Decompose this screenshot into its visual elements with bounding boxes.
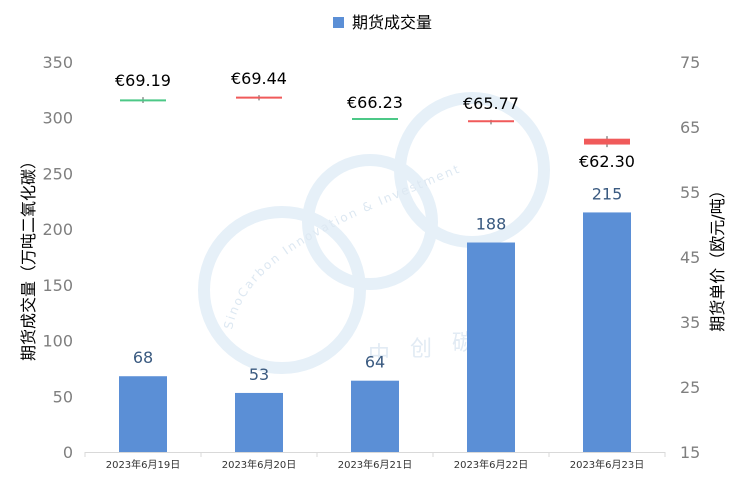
x-axis-tick-label: 2023年6月21日 [338, 458, 413, 471]
y-axis-tick-label: 50 [53, 387, 73, 406]
bar [119, 376, 167, 452]
y2-axis-tick-label: 25 [680, 378, 700, 397]
bar [351, 380, 399, 452]
x-axis-tick-label: 2023年6月22日 [454, 458, 529, 471]
price-label: €69.44 [231, 69, 287, 88]
bar-series: 68 53 64 188 215 [119, 184, 631, 452]
watermark-cn-char: 创 [410, 337, 432, 362]
y-axis-tick-label: 300 [42, 109, 73, 128]
x-axis-tick-label: 2023年6月20日 [222, 458, 297, 471]
bar-value-label: 188 [476, 215, 507, 234]
y2-axis-title: 期货单价（欧元/吨） [708, 182, 727, 331]
watermark-ring [198, 206, 366, 374]
bar-value-label: 68 [133, 348, 153, 367]
y2-axis-tick-label: 75 [680, 53, 700, 72]
bar-value-label: 215 [592, 184, 623, 203]
y2-axis-tick-label: 15 [680, 443, 700, 462]
price-label: €69.19 [115, 71, 171, 90]
watermark-ring [302, 154, 438, 290]
y2-axis-tick-label: 35 [680, 313, 700, 332]
legend-swatch [333, 17, 344, 28]
x-axis-tick-label: 2023年6月19日 [106, 458, 181, 471]
price-candle [236, 96, 282, 99]
y2-axis-tick-label: 45 [680, 248, 700, 267]
price-label: €62.30 [579, 152, 635, 171]
price-candle [584, 138, 630, 145]
y-axis-tick-label: 0 [63, 443, 73, 462]
price-label: €65.77 [463, 94, 519, 113]
legend-label: 期货成交量 [352, 13, 432, 32]
price-label: €66.23 [347, 93, 403, 112]
price-series: €69.19 €69.44 €66.23 €65.77 €62.30 [115, 69, 635, 171]
watermark-cn-char: 中 [368, 343, 390, 368]
y2-axis-tick-label: 65 [680, 118, 700, 137]
bar [583, 212, 631, 452]
y-axis-title: 期货成交量（万吨二氧化碳） [19, 153, 38, 361]
price-candle [352, 118, 398, 121]
y-axis-tick-label: 100 [42, 332, 73, 351]
price-candle [468, 120, 514, 123]
y-axis-tick-label: 350 [42, 53, 73, 72]
price-candle [120, 99, 166, 102]
y-axis-tick-label: 200 [42, 220, 73, 239]
watermark-ring [394, 92, 550, 248]
legend: 期货成交量 [333, 13, 432, 32]
x-axis-tick-label: 2023年6月23日 [570, 458, 645, 471]
y2-axis-tick-label: 55 [680, 183, 700, 202]
bar [235, 392, 283, 452]
bar-value-label: 64 [365, 353, 385, 372]
y-axis-tick-label: 250 [42, 164, 73, 183]
bar [467, 242, 515, 452]
axes: 0 50 100 150 200 250 300 350 15 25 35 45 55 65 75 2023年… [19, 53, 727, 471]
bar-value-label: 53 [249, 365, 269, 384]
y-axis-tick-label: 150 [42, 276, 73, 295]
